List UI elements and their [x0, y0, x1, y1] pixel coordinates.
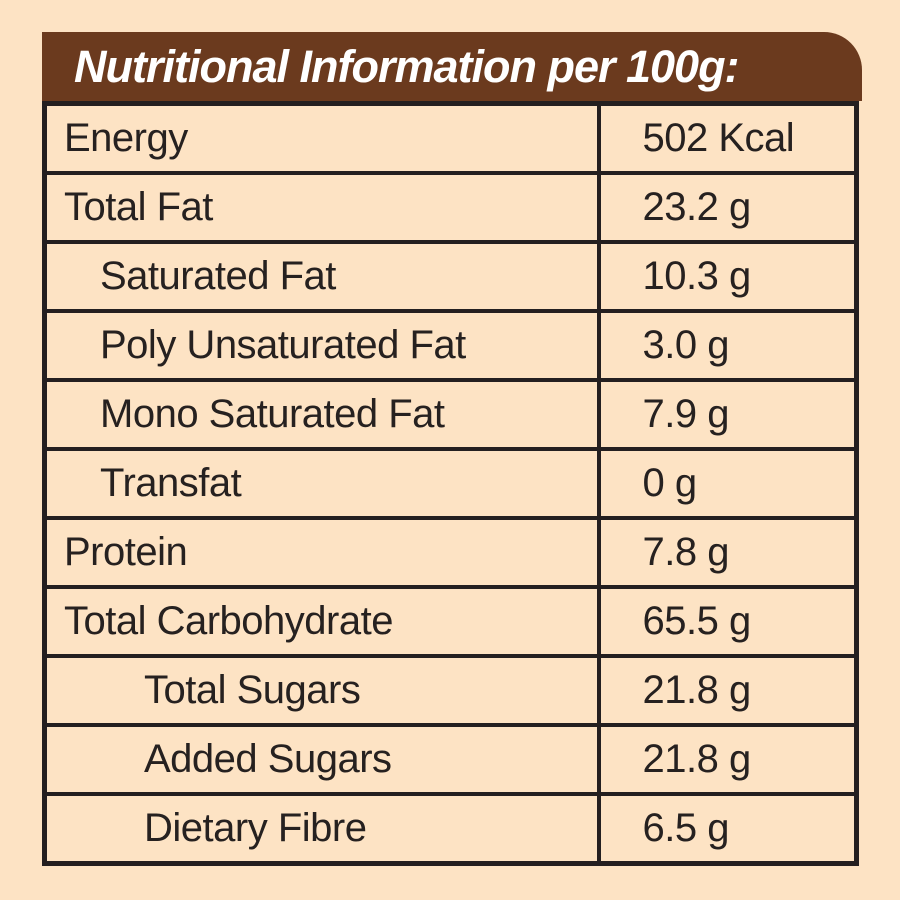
table-header: Nutritional Information per 100g: [42, 32, 862, 101]
header-title: Nutritional Information per 100g: [74, 40, 740, 92]
nutrient-label: Total Fat [42, 171, 601, 244]
nutrient-label: Dietary Fibre [42, 792, 601, 866]
nutrient-value: 7.8 g [596, 516, 859, 589]
table-row: Saturated Fat 10.3 g [42, 240, 859, 313]
nutrient-label: Energy [42, 101, 601, 175]
nutrient-value: 65.5 g [596, 585, 859, 658]
nutrient-value: 0 g [596, 447, 859, 520]
table-row: Total Carbohydrate 65.5 g [42, 585, 859, 658]
table-body: Energy 502 Kcal Total Fat 23.2 g Saturat… [42, 101, 859, 866]
nutrient-value: 502 Kcal [596, 101, 859, 175]
nutrient-value: 3.0 g [596, 309, 859, 382]
nutrition-table: Energy 502 Kcal Total Fat 23.2 g Saturat… [42, 101, 859, 866]
nutrition-panel: Nutritional Information per 100g: Energy… [42, 32, 862, 866]
table-row: Dietary Fibre 6.5 g [42, 792, 859, 866]
nutrient-value: 10.3 g [596, 240, 859, 313]
table-row: Protein 7.8 g [42, 516, 859, 589]
nutrient-label: Added Sugars [42, 723, 601, 796]
nutrient-label: Saturated Fat [42, 240, 601, 313]
nutrient-label: Mono Saturated Fat [42, 378, 601, 451]
table-row: Added Sugars 21.8 g [42, 723, 859, 796]
nutrient-label: Protein [42, 516, 601, 589]
nutrient-label: Poly Unsaturated Fat [42, 309, 601, 382]
table-row: Mono Saturated Fat 7.9 g [42, 378, 859, 451]
nutrient-value: 21.8 g [596, 654, 859, 727]
table-row: Total Fat 23.2 g [42, 171, 859, 244]
nutrient-label: Total Carbohydrate [42, 585, 601, 658]
table-row: Transfat 0 g [42, 447, 859, 520]
nutrient-label: Transfat [42, 447, 601, 520]
nutrient-value: 23.2 g [596, 171, 859, 244]
nutrient-value: 21.8 g [596, 723, 859, 796]
nutrient-value: 6.5 g [596, 792, 859, 866]
nutrient-label: Total Sugars [42, 654, 601, 727]
table-row: Total Sugars 21.8 g [42, 654, 859, 727]
table-row: Poly Unsaturated Fat 3.0 g [42, 309, 859, 382]
table-row: Energy 502 Kcal [42, 101, 859, 175]
nutrient-value: 7.9 g [596, 378, 859, 451]
